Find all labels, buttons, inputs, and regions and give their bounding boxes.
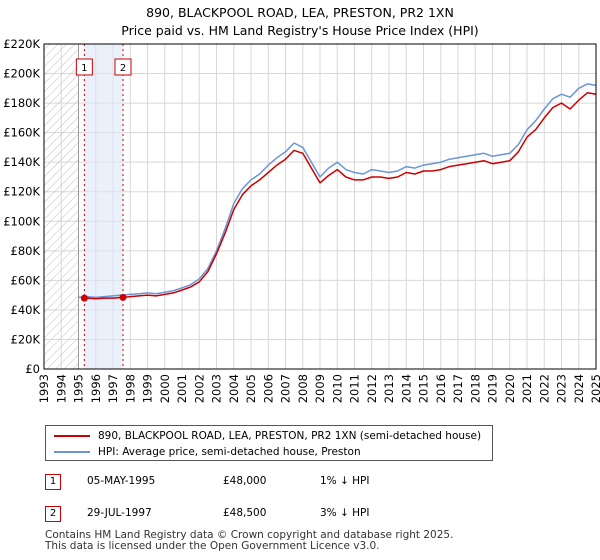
x-tick-label: 2018: [468, 374, 482, 403]
y-tick-label: £180K: [3, 96, 40, 110]
y-tick-label: £60K: [11, 273, 41, 287]
sale-row: 2 29-JUL-1997 £48,500 3% ↓ HPI: [45, 504, 465, 526]
x-tick-label: 2012: [365, 374, 379, 403]
x-tick-label: 2023: [555, 374, 569, 403]
x-tick-label: 2024: [572, 374, 586, 403]
y-tick-label: £200K: [3, 67, 40, 81]
y-tick-label: £0: [25, 362, 40, 376]
sale-date: 05-MAY-1995: [87, 475, 156, 487]
x-tick-label: 1994: [54, 374, 68, 403]
sale-number-badge: 1: [45, 474, 61, 490]
x-tick-label: 2004: [227, 374, 241, 403]
series-lines: [78, 83, 597, 300]
x-tick-label: 2011: [348, 374, 362, 403]
x-tick-label: 2017: [451, 374, 465, 403]
x-tick-label: 2005: [244, 374, 258, 403]
x-tick-label: 2006: [261, 374, 275, 403]
title-line-1: 890, BLACKPOOL ROAD, LEA, PRESTON, PR2 1…: [146, 5, 454, 20]
y-tick-label: £100K: [3, 214, 40, 228]
y-axis-ticks: £0 £20K £40K £60K £80K £100K £120K £140K £160K £1…: [3, 37, 40, 376]
x-tick-label: 2020: [503, 374, 517, 403]
y-tick-label: £140K: [3, 155, 40, 169]
x-tick-label: 2003: [210, 374, 224, 403]
x-tick-label: 2007: [279, 374, 293, 403]
sale-marker-lines: [83, 44, 124, 369]
y-tick-label: £120K: [3, 185, 40, 199]
x-tick-label: 1998: [123, 374, 137, 403]
legend-line-property: [54, 435, 90, 437]
y-tick-label: £160K: [3, 126, 40, 140]
plot-border: [43, 43, 597, 370]
x-tick-label: 2009: [313, 374, 327, 403]
sale-date: 29-JUL-1997: [87, 507, 152, 519]
sale-points: [80, 293, 127, 302]
footer-line-2: This data is licensed under the Open Gov…: [45, 540, 380, 552]
x-tick-label: 1995: [72, 374, 86, 403]
x-tick-label: 2002: [192, 374, 206, 403]
x-tick-label: 2000: [158, 374, 172, 403]
y-tick-label: £80K: [11, 244, 41, 258]
legend-label-hpi: HPI: Average price, semi-detached house,…: [98, 446, 361, 458]
x-tick-label: 1999: [141, 374, 155, 403]
y-tick-label: £220K: [3, 37, 40, 51]
x-tick-label: 2025: [589, 374, 600, 403]
hatched-area: [44, 44, 79, 369]
sale-row: 1 05-MAY-1995 £48,000 1% ↓ HPI: [45, 472, 465, 494]
x-tick-label: 2014: [399, 374, 413, 403]
chart-title: 890, BLACKPOOL ROAD, LEA, PRESTON, PR2 1…: [0, 4, 600, 40]
x-tick-label: 1993: [37, 374, 51, 403]
sale-point: [80, 294, 88, 302]
x-tick-label: 2019: [486, 374, 500, 403]
x-tick-label: 2022: [537, 374, 551, 403]
legend-label-property: 890, BLACKPOOL ROAD, LEA, PRESTON, PR2 1…: [98, 430, 482, 442]
sale-hpi-diff: 3% ↓ HPI: [320, 507, 370, 519]
legend: 890, BLACKPOOL ROAD, LEA, PRESTON, PR2 1…: [45, 425, 493, 461]
sale-label-box: [114, 58, 132, 76]
sale-label-box: [75, 58, 93, 76]
plot-frame: [43, 43, 597, 370]
y-tick-label: £40K: [11, 303, 41, 317]
sale-label-text: 1: [81, 63, 87, 74]
x-tick-label: 2010: [330, 374, 344, 403]
x-tick-label: 2001: [175, 374, 189, 403]
footer-line-1: Contains HM Land Registry data © Crown c…: [45, 529, 454, 541]
x-tick-label: 2008: [296, 374, 310, 403]
footer: Contains HM Land Registry data © Crown c…: [45, 530, 453, 552]
x-axis-ticks: 1993 1994 1995 1996 1997 1998 1999 2000 2001 2002…: [37, 374, 600, 403]
x-tick-label: 1996: [89, 374, 103, 403]
x-tick-label: 2021: [520, 374, 534, 403]
hpi-series-line: [78, 83, 597, 299]
line-chart: £0 £20K £40K £60K £80K £100K £120K £140K £160K £1…: [3, 37, 600, 403]
sale-label-text: 2: [120, 63, 126, 74]
x-tick-label: 1997: [106, 374, 120, 403]
y-tick-label: £20K: [11, 332, 41, 346]
x-tick-label: 2016: [434, 374, 448, 403]
hatched-region: [44, 44, 79, 369]
sale-price: £48,500: [223, 507, 267, 519]
sale-period-shade: [84, 44, 124, 369]
sale-hpi-diff: 1% ↓ HPI: [320, 475, 370, 487]
sale-point: [119, 293, 127, 301]
sale-price: £48,000: [223, 475, 267, 487]
legend-line-hpi: [54, 451, 90, 453]
x-tick-label: 2013: [382, 374, 396, 403]
x-tick-label: 2015: [417, 374, 431, 403]
title-line-2: Price paid vs. HM Land Registry's House …: [121, 23, 479, 38]
property-series-line: [84, 92, 597, 300]
grid: [43, 43, 597, 370]
sale-number-badge: 2: [45, 506, 61, 522]
